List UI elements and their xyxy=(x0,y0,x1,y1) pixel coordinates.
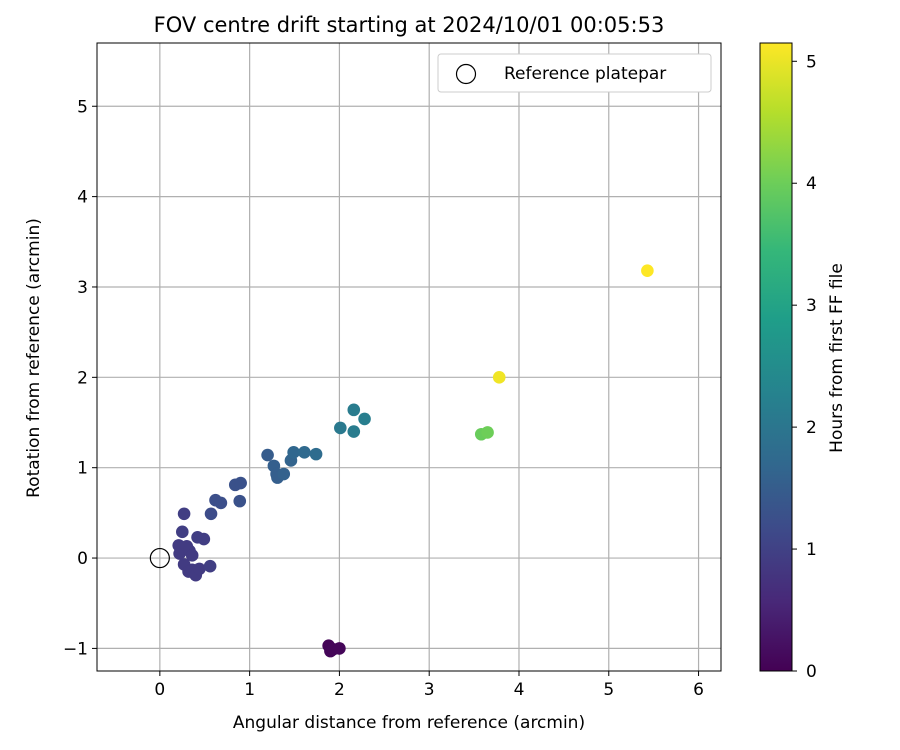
colorbar-tick-label: 0 xyxy=(806,662,817,682)
scatter-point xyxy=(277,467,291,481)
x-tick-label: 3 xyxy=(424,680,435,700)
scatter-point xyxy=(287,446,300,459)
scatter-point xyxy=(334,421,347,435)
y-axis-label: Rotation from reference (arcmin) xyxy=(24,218,44,498)
scatter-point xyxy=(347,425,361,438)
scatter-point xyxy=(358,412,371,426)
scatter-point xyxy=(234,476,247,490)
legend-label: Reference platepar xyxy=(504,64,666,84)
y-tick-label: 5 xyxy=(77,97,88,117)
reference-platepar-marker xyxy=(149,547,170,569)
scatter-point xyxy=(261,448,274,462)
scatter-point xyxy=(197,532,211,546)
scatter-point xyxy=(298,446,311,459)
y-tick-label: 3 xyxy=(77,278,88,298)
colorbar-tick-label: 5 xyxy=(806,52,817,72)
scatter-point xyxy=(175,525,189,539)
y-tick-label: 1 xyxy=(77,459,88,479)
legend-marker xyxy=(455,63,477,85)
scatter-point xyxy=(214,496,228,510)
scatter-point xyxy=(309,447,323,461)
grid xyxy=(97,43,721,671)
x-tick-label: 2 xyxy=(334,680,345,700)
x-tick-label: 6 xyxy=(693,680,704,700)
scatter-point xyxy=(233,494,247,508)
x-tick-label: 4 xyxy=(514,680,525,700)
data-points xyxy=(149,264,654,658)
colorbar-tick-label: 2 xyxy=(806,418,817,438)
colorbar-tick-label: 1 xyxy=(806,540,817,560)
legend: Reference platepar xyxy=(437,53,712,93)
colorbar-tick-label: 4 xyxy=(806,174,817,194)
x-tick-label: 0 xyxy=(154,680,165,700)
chart-title: FOV centre drift starting at 2024/10/01 … xyxy=(154,13,665,37)
x-tick-label: 5 xyxy=(603,680,614,700)
y-tick-label: 2 xyxy=(77,368,88,388)
colorbar-tick-label: 3 xyxy=(806,296,817,316)
scatter-point xyxy=(347,403,361,417)
colorbar-label: Hours from first FF file xyxy=(827,263,847,453)
legend-box xyxy=(437,53,712,93)
x-axis-label: Angular distance from reference (arcmin) xyxy=(233,713,585,733)
y-tick-label: 4 xyxy=(77,188,88,208)
y-tick-label: 0 xyxy=(77,549,88,569)
colorbar: 0 1 2 3 4 5 xyxy=(759,42,817,682)
x-tick-label: 1 xyxy=(244,680,255,700)
scatter-point xyxy=(203,559,217,573)
scatter-point xyxy=(193,562,206,576)
scatter-point xyxy=(185,549,199,562)
scatter-point xyxy=(492,371,506,384)
scatter-point xyxy=(481,426,494,439)
colorbar-gradient xyxy=(759,42,793,672)
scatter-point xyxy=(641,264,654,278)
scatter-point xyxy=(177,507,191,521)
axes: 0 1 2 3 4 5 6 −1 0 1 2 3 4 5 xyxy=(63,42,722,700)
y-tick-label: −1 xyxy=(63,639,88,659)
scatter-point xyxy=(333,642,346,655)
scatter-point xyxy=(204,507,218,521)
plot-frame xyxy=(96,42,722,672)
